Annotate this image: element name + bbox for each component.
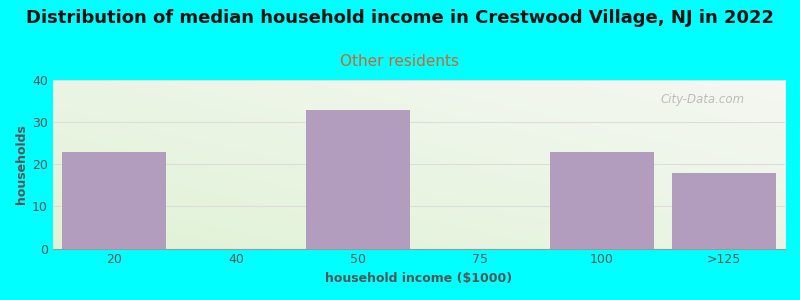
X-axis label: household income ($1000): household income ($1000): [326, 272, 513, 285]
Bar: [550, 152, 654, 249]
Text: Other residents: Other residents: [341, 54, 459, 69]
Bar: [672, 173, 776, 249]
Bar: [62, 152, 166, 249]
Text: Distribution of median household income in Crestwood Village, NJ in 2022: Distribution of median household income …: [26, 9, 774, 27]
Text: City-Data.com: City-Data.com: [661, 94, 745, 106]
Y-axis label: households: households: [15, 124, 28, 204]
Bar: [306, 110, 410, 249]
